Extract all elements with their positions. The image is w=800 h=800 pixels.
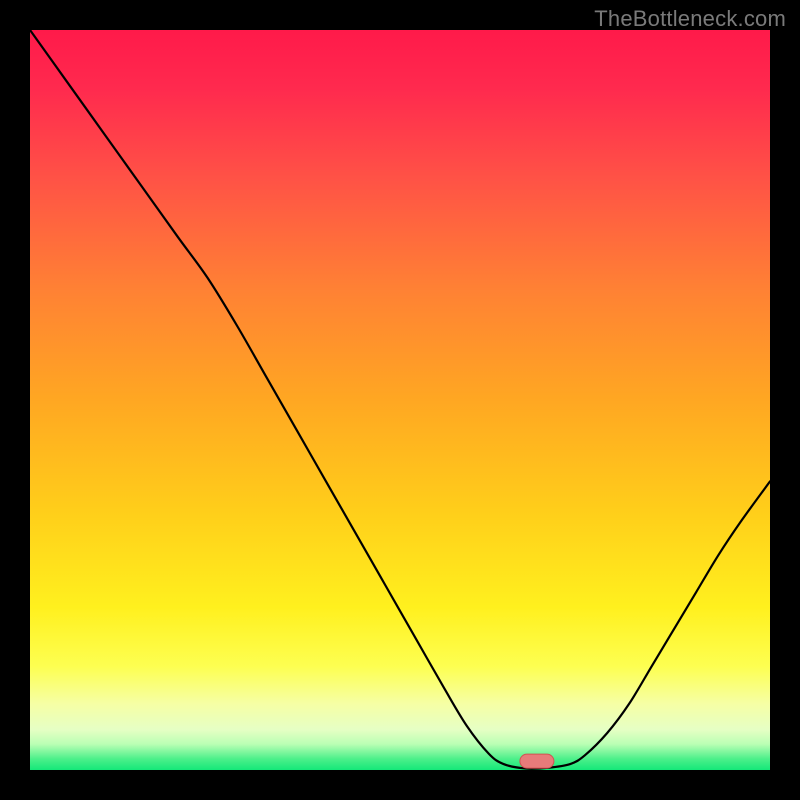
- optimal-marker: [520, 754, 554, 768]
- watermark-text: TheBottleneck.com: [594, 6, 786, 32]
- bottleneck-curve-chart: [0, 0, 800, 800]
- chart-gradient-background: [30, 30, 770, 770]
- chart-container: { "watermark": { "text": "TheBottleneck.…: [0, 0, 800, 800]
